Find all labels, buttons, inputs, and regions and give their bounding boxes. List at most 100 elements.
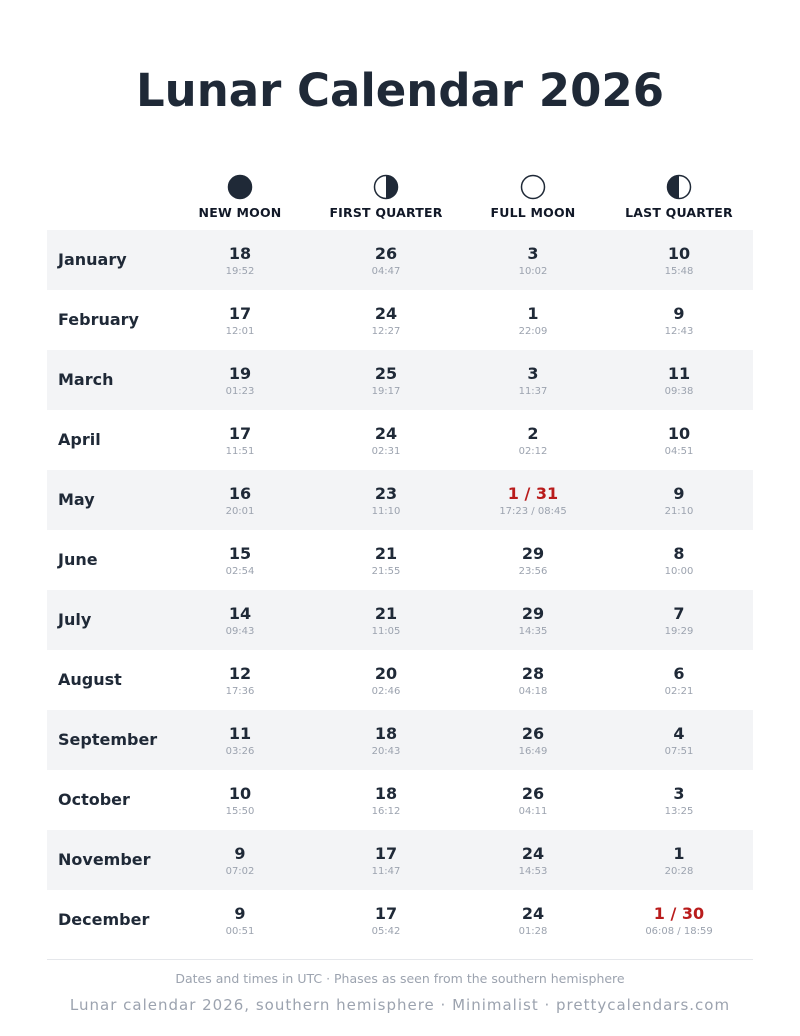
first-quarter-cell: 21 21:55 — [313, 544, 459, 578]
month-row-december: December 9 00:51 17 05:42 24 01:28 1 / 30 06… — [47, 890, 753, 950]
day: 10 — [667, 424, 691, 443]
time: 04:51 — [664, 446, 694, 457]
month-name: May — [58, 490, 95, 509]
time: 00:51 — [225, 926, 255, 937]
day: 3 — [673, 784, 685, 803]
first-quarter-cell: 24 12:27 — [313, 304, 459, 338]
last-quarter-cell: 9 21:10 — [606, 484, 752, 518]
phase-label: LAST QUARTER — [625, 205, 733, 220]
day: 24 — [374, 424, 398, 443]
full-moon-cell: 3 11:37 — [460, 364, 606, 398]
time: 20:43 — [371, 746, 401, 757]
calendar-table: January 18 19:52 26 04:47 3 10:02 10 15:48 F… — [47, 230, 753, 950]
time: 14:53 — [518, 866, 548, 877]
full-moon-cell-double: 1 / 31 17:23 / 08:45 — [460, 484, 606, 518]
first-quarter-cell: 21 11:05 — [313, 604, 459, 638]
new-moon-cell: 18 19:52 — [167, 244, 313, 278]
day: 9 — [234, 904, 246, 923]
time: 21:55 — [371, 566, 401, 577]
day: 3 — [527, 244, 539, 263]
time: 09:43 — [225, 626, 255, 637]
phase-label: NEW MOON — [198, 205, 282, 220]
month-row-september: September 11 03:26 18 20:43 26 16:49 4 07:51 — [47, 710, 753, 770]
day: 2 — [527, 424, 539, 443]
footer-divider — [47, 959, 753, 960]
time: 02:54 — [225, 566, 255, 577]
day: 18 — [374, 724, 398, 743]
time: 04:47 — [371, 266, 401, 277]
new-moon-cell: 16 20:01 — [167, 484, 313, 518]
month-name: March — [58, 370, 114, 389]
month-name: July — [58, 610, 92, 629]
day: 9 — [673, 304, 685, 323]
full-moon-cell: 26 16:49 — [460, 724, 606, 758]
day: 20 — [374, 664, 398, 683]
month-row-august: August 12 17:36 20 02:46 28 04:18 6 02:21 — [47, 650, 753, 710]
phase-header-new-moon: NEW MOON — [167, 174, 313, 220]
time: 02:31 — [371, 446, 401, 457]
time: 13:25 — [664, 806, 694, 817]
last-quarter-cell: 7 19:29 — [606, 604, 752, 638]
time: 19:17 — [371, 386, 401, 397]
month-name: February — [58, 310, 139, 329]
full-moon-cell: 29 14:35 — [460, 604, 606, 638]
day: 15 — [228, 544, 252, 563]
full-moon-icon — [520, 174, 546, 200]
month-name: November — [58, 850, 151, 869]
time: 21:10 — [664, 506, 694, 517]
day: 1 / 31 — [507, 484, 559, 503]
time: 12:01 — [225, 326, 255, 337]
time: 11:05 — [371, 626, 401, 637]
first-quarter-cell: 18 20:43 — [313, 724, 459, 758]
time: 17:36 — [225, 686, 255, 697]
new-moon-cell: 17 12:01 — [167, 304, 313, 338]
month-row-july: July 14 09:43 21 11:05 29 14:35 7 19:29 — [47, 590, 753, 650]
time: 11:37 — [518, 386, 548, 397]
first-quarter-icon — [373, 174, 399, 200]
page-title: Lunar Calendar 2026 — [135, 64, 665, 117]
day: 17 — [374, 904, 398, 923]
day: 17 — [374, 844, 398, 863]
time: 07:02 — [225, 866, 255, 877]
full-moon-cell: 24 14:53 — [460, 844, 606, 878]
time: 17:23 / 08:45 — [499, 506, 567, 517]
month-row-october: October 10 15:50 18 16:12 26 04:11 3 13:25 — [47, 770, 753, 830]
new-moon-cell: 17 11:51 — [167, 424, 313, 458]
full-moon-cell: 28 04:18 — [460, 664, 606, 698]
time: 02:46 — [371, 686, 401, 697]
time: 01:28 — [518, 926, 548, 937]
day: 10 — [667, 244, 691, 263]
full-moon-cell: 1 22:09 — [460, 304, 606, 338]
phase-header-first-quarter: FIRST QUARTER — [313, 174, 459, 220]
day: 1 / 30 — [653, 904, 705, 923]
day: 8 — [673, 544, 685, 563]
day: 26 — [521, 724, 545, 743]
day: 29 — [521, 544, 545, 563]
month-name: October — [58, 790, 130, 809]
day: 11 — [228, 724, 252, 743]
time: 23:56 — [518, 566, 548, 577]
month-row-january: January 18 19:52 26 04:47 3 10:02 10 15:48 — [47, 230, 753, 290]
full-moon-cell: 26 04:11 — [460, 784, 606, 818]
last-quarter-cell: 10 04:51 — [606, 424, 752, 458]
month-row-may: May 16 20:01 23 11:10 1 / 31 17:23 / 08:45 … — [47, 470, 753, 530]
time: 03:26 — [225, 746, 255, 757]
day: 1 — [527, 304, 539, 323]
first-quarter-cell: 18 16:12 — [313, 784, 459, 818]
day: 18 — [374, 784, 398, 803]
day: 7 — [673, 604, 685, 623]
time: 14:35 — [518, 626, 548, 637]
new-moon-cell: 14 09:43 — [167, 604, 313, 638]
last-quarter-icon — [666, 174, 692, 200]
last-quarter-cell-double: 1 / 30 06:08 / 18:59 — [606, 904, 752, 938]
phase-header-last-quarter: LAST QUARTER — [606, 174, 752, 220]
time: 09:38 — [664, 386, 694, 397]
month-name: April — [58, 430, 101, 449]
day: 28 — [521, 664, 545, 683]
time: 10:00 — [664, 566, 694, 577]
day: 23 — [374, 484, 398, 503]
day: 24 — [374, 304, 398, 323]
day: 25 — [374, 364, 398, 383]
day: 24 — [521, 844, 545, 863]
time: 11:47 — [371, 866, 401, 877]
